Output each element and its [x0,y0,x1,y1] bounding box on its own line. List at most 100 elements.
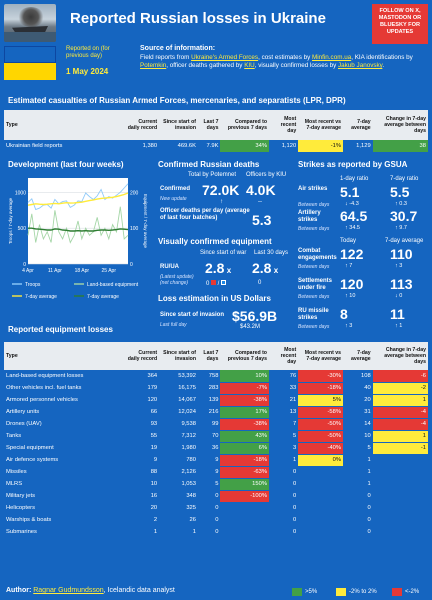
confirmed-sub: New update [160,196,187,202]
strike-v2: 11 [390,306,405,322]
strike-d1: ↑ 10 [345,293,356,299]
strike-v2: 30.7 [390,208,418,224]
confirmed-total: 72.0K [202,182,240,198]
table-row: Tanks 55 7,312 70 43% 5 -50% 10 1 [4,430,428,443]
legend-label: 7-day average [25,294,57,300]
strike-v1: 122 [340,246,364,262]
table-row: MLRS 10 1,053 5 150% 0 1 [4,478,428,491]
strike-label: RU missile strikes [298,308,329,321]
strikes-col1: 1-day ratio [340,176,369,182]
visual-sub1: 0 / [206,280,227,287]
strike-label: Settlements under fire [298,278,333,291]
casualties-title: Estimated casualties of Russian Armed Fo… [8,96,346,105]
strikes-col2: 7-day ratio [390,176,419,182]
confirmed-col1: Total by Potemnet [188,172,237,178]
follow-button[interactable]: FOLLOW ON X, MASTODON OR BLUESKY FOR UPD… [372,4,428,44]
confirmed-col2: Officers by KIU [246,172,287,178]
table-row: Land-based equipment losses 364 53,392 758 1… [4,370,428,383]
development-chart: 0 500 1000 0 100 200 4 Apr 11 Apr 18 Apr 25 Apr Tr… [8,178,148,300]
strike-sub: Between days [298,202,330,208]
y-left-tick: 1000 [15,190,26,196]
strike-label: Air strikes [298,186,328,192]
development-title: Development (last four weeks) [8,160,124,169]
page-title: Reported Russian losses in Ukraine [70,10,326,27]
link-minfin[interactable]: Minfin.com.ua [312,54,352,61]
sea-shape [4,32,56,42]
ship-shape [12,26,48,32]
strike-sub: Between days [298,226,330,232]
strike-d2: ↓ 0 [395,293,403,299]
x-tick: 11 Apr [48,268,62,274]
strike-v2: 5.5 [390,184,410,200]
strike-d2: ↑ 3 [395,263,403,269]
y-right-label: Equipment / 7-day average [143,194,148,249]
table-row: Missiles 88 2,126 9 -63% 0 1 [4,466,428,479]
strike-sub: Between days [298,264,330,270]
source-title: Source of information: [140,45,216,52]
strikes-col-today: Today [340,238,357,244]
legend-label: 7-day average [87,294,119,300]
series-line [27,192,129,206]
strike-label: Combat engagements [298,248,337,261]
y-right-tick: 100 [130,226,139,232]
table-row: Military jets 16 348 0 -100% 0 0 [4,490,428,503]
cost-value: $56.9B [232,308,278,324]
table-row: Submarines 1 1 0 0 0 [4,526,428,539]
visual-sub: (Latest update) (net change) [160,274,194,286]
legend-label: Land-based equipment [87,282,139,288]
table-row: Drones (UAV) 93 9,538 99 -38% 7 -50% 14 -4 [4,418,428,431]
y-left-label: Troops / 7-day average [8,197,13,244]
link-potemkin[interactable]: Potemkin [140,62,167,69]
strike-label: Artillery strikes [298,210,321,223]
y-right-tick: 200 [130,190,139,196]
strike-v2: 110 [390,246,413,262]
cost-sub: Last full day [160,322,187,328]
author-link[interactable]: Ragnar Gudmundsson [33,587,104,594]
link-kiu[interactable]: KIU [244,62,255,69]
visual-v1: 2.8 x [205,260,232,276]
table-row: Artillery units 66 12,024 216 17% 13 -58% 31 -4 [4,406,428,419]
table-row: Warships & boats 2 26 0 0 0 [4,514,428,527]
y-left-tick: 500 [18,226,27,232]
strike-d1: ↓ -4.3 [345,201,359,207]
visual-col2: Last 30 days [254,250,289,256]
link-oryx[interactable]: Jakub Janovsky [338,62,383,69]
strike-d2: ↑ 0.3 [395,201,407,207]
table-row: Helicopters 20 325 0 0 0 [4,502,428,515]
strike-d2: ↑ 9.7 [395,225,407,231]
author: Author: Ragnar Gudmundsson, Icelandic da… [6,587,175,594]
header-photo [4,4,56,42]
casualties-row: Ukrainian field reports 1,380 469.6K 7.9… [4,140,428,153]
officer-deaths-value: 5.3 [252,212,272,228]
x-tick: 25 Apr [102,268,117,274]
smoke-shape [18,7,44,27]
y-right-tick: 0 [130,262,133,268]
visual-sub2: 0 [258,280,262,286]
strike-d2: ↑ 1 [395,323,403,329]
visual-label: RU/UA [160,264,179,270]
source-text: Field reports from Ukraine's Armed Force… [140,54,413,69]
link-armed-forces[interactable]: Ukraine's Armed Forces [191,54,259,61]
cost-title: Loss estimation in US Dollars [158,294,271,303]
visual-col1: Since start of war [200,250,247,256]
strike-v1: 8 [340,306,348,322]
visual-title: Visually confirmed equipment [158,237,272,246]
table-row: Other vehicles incl. fuel tanks 179 16,175… [4,382,428,395]
y-left-tick: 0 [23,262,26,268]
legend-down-swatch [392,588,402,596]
strike-sub: Between days [298,294,330,300]
header [0,0,432,40]
equipment-table: Type Current daily record Since start of… [4,342,428,582]
strike-d1: ↑ 7 [345,263,353,269]
legend-flat-swatch [336,588,346,596]
confirmed-officers-sub: -- [258,199,262,205]
equipment-title: Reported equipment losses [8,325,113,334]
cost-sub-value: $43.2M [240,324,261,330]
strike-sub: Between days [298,324,330,330]
strike-v1: 5.1 [340,184,360,200]
strike-v1: 120 [340,276,364,292]
series-line [27,206,129,244]
casualties-table: Type Current daily record Since start of… [4,110,428,154]
strikes-col-7day: 7-day average [385,238,424,244]
visual-v2: 2.8 x [252,260,279,276]
